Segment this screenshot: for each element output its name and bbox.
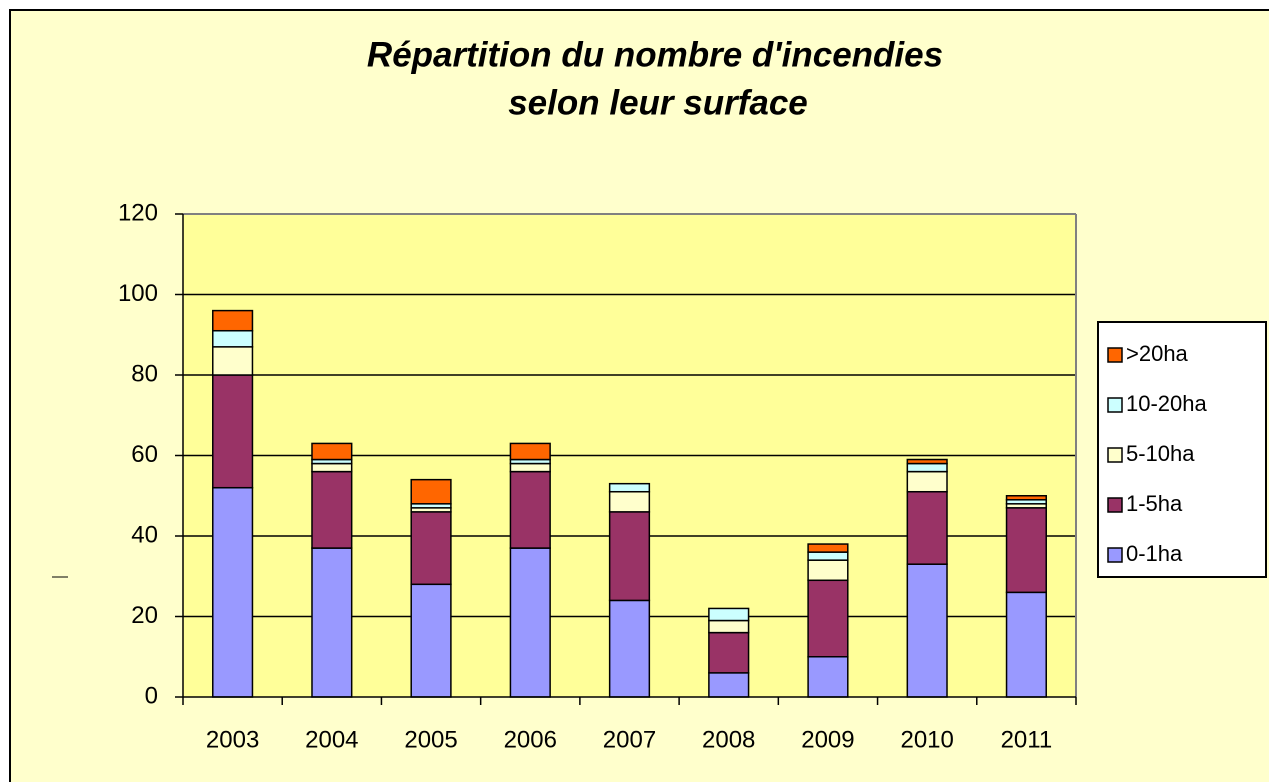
legend-label: 5-10ha (1126, 441, 1195, 466)
chart-title: selon leur surface (508, 83, 808, 122)
bar-segment (410, 511, 452, 586)
legend-label: 10-20ha (1126, 391, 1208, 416)
bar-segment (509, 547, 551, 698)
y-tick-label: 80 (131, 360, 158, 387)
x-tick-label: 2011 (1001, 726, 1053, 753)
bar-segment (906, 490, 948, 565)
y-tick-label: 20 (131, 602, 158, 629)
bar-segment (906, 462, 948, 473)
legend-label: 1-5ha (1126, 491, 1183, 516)
bar-segment (212, 329, 254, 348)
bar-segment (807, 579, 849, 658)
legend (1097, 321, 1267, 578)
bar-segment (807, 551, 849, 561)
bar-segment (1005, 507, 1047, 594)
x-tick-label: 2006 (504, 726, 557, 753)
legend-swatch (1107, 397, 1123, 413)
x-tick-label: 2003 (206, 726, 259, 753)
bar-segment (608, 490, 651, 513)
legend-swatch (1107, 547, 1123, 563)
bar-segment (708, 619, 750, 634)
bar-segment (311, 442, 353, 461)
x-tick-label: 2009 (801, 726, 854, 753)
y-tick-label: 40 (131, 521, 158, 548)
y-tick-label: 120 (118, 199, 158, 226)
bar-segment (509, 442, 551, 461)
bar-segment (608, 599, 651, 698)
bar-segment (1005, 591, 1047, 698)
legend-label: >20ha (1126, 341, 1189, 366)
bar-segment (708, 672, 750, 698)
legend-label: 0-1ha (1126, 541, 1183, 566)
bar-segment (410, 583, 452, 698)
bar-segment (608, 511, 651, 602)
y-tick-label: 100 (118, 280, 158, 307)
bar-segment (807, 559, 849, 582)
y-tick-label: 0 (145, 682, 158, 709)
legend-swatch (1107, 447, 1123, 463)
x-tick-label: 2008 (702, 726, 755, 753)
bar-segment (311, 547, 353, 698)
bar-segment (509, 462, 551, 473)
bar-segment (807, 543, 849, 553)
bar-segment (212, 486, 254, 698)
x-tick-label: 2007 (603, 726, 656, 753)
bar-segment (1005, 495, 1047, 501)
x-tick-label: 2005 (404, 726, 457, 753)
bar-segment (509, 470, 551, 549)
x-tick-label: 2004 (305, 726, 358, 753)
bar-segment (311, 462, 353, 473)
bar-segment (212, 374, 254, 489)
bar-segment (410, 478, 452, 505)
bar-segment (708, 607, 750, 622)
bar-segment (212, 309, 254, 332)
bar-segment (212, 346, 254, 376)
x-tick-label: 2010 (900, 726, 953, 753)
bar-segment (906, 470, 948, 493)
bar-segment (906, 563, 948, 698)
y-tick-label: 60 (131, 441, 158, 468)
bar-segment (708, 631, 750, 674)
legend-swatch (1107, 497, 1123, 513)
bar-segment (311, 470, 353, 549)
bar-segment (807, 656, 849, 698)
legend-swatch (1107, 347, 1123, 363)
bar-segment (906, 458, 948, 465)
chart-title: Répartition du nombre d'incendies (367, 35, 943, 74)
bar-segment (608, 482, 651, 493)
